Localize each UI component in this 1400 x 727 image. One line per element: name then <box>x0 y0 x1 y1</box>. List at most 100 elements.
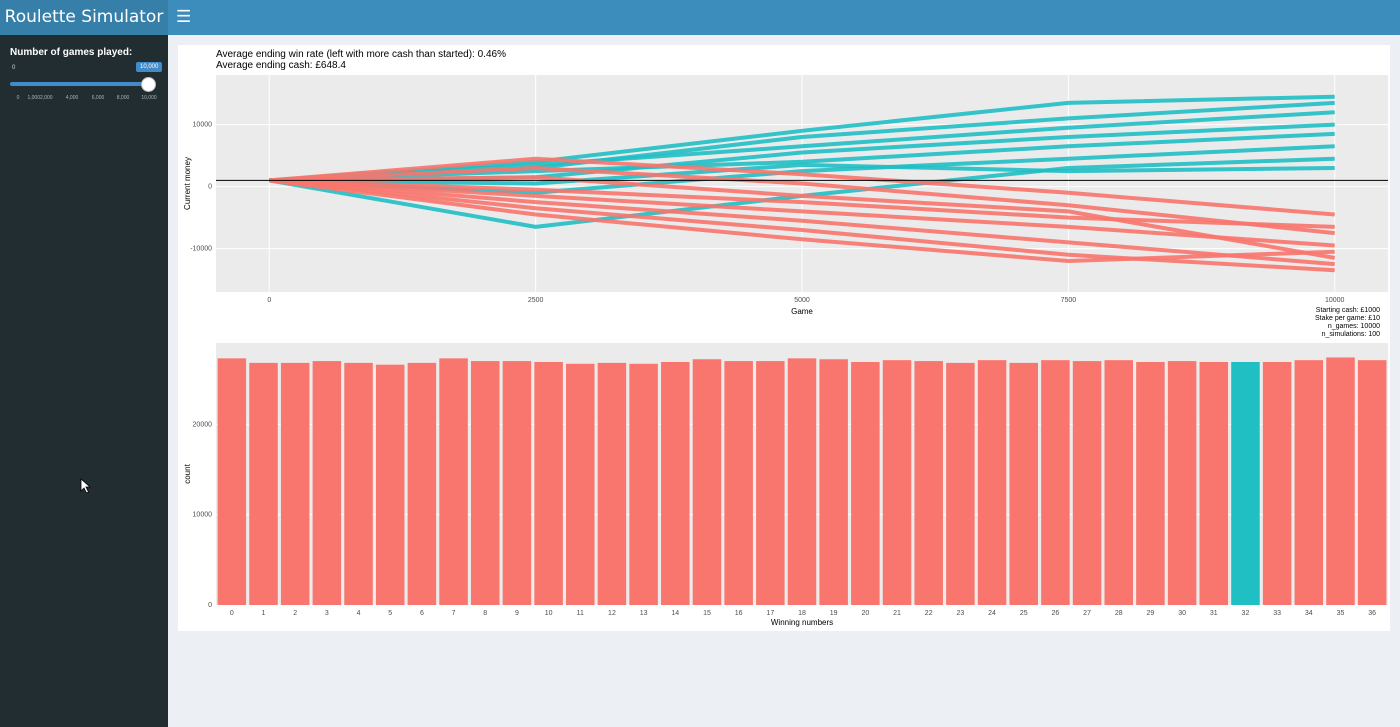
money-series-line <box>269 110 1335 183</box>
winning-number-bar <box>787 358 817 605</box>
money-line-chart: 0 2500 5000 7500 10000 -10000 0 10000 Game Curren… <box>183 75 1388 316</box>
winning-number-bar <box>1104 360 1134 605</box>
winning-number-bar <box>375 364 405 605</box>
winning-number-bar <box>1199 361 1229 605</box>
winning-number-bar <box>1326 357 1355 605</box>
winning-number-bar <box>280 362 310 605</box>
bar-x-tick-label: 26 <box>1052 610 1060 617</box>
bar-x-tick-label: 30 <box>1178 610 1186 617</box>
bar-x-tick-label: 32 <box>1242 610 1250 617</box>
bar-x-tick-label: 0 <box>230 610 234 617</box>
x-tick-label: 2500 <box>528 297 544 304</box>
money-series-line <box>269 162 1335 186</box>
winning-number-bar <box>1231 361 1260 605</box>
winning-number-bar <box>1262 361 1292 605</box>
bar-x-tick-label: 7 <box>452 610 456 617</box>
money-series-line <box>269 175 1336 260</box>
winning-number-bar <box>946 362 975 605</box>
bar-x-tick-label: 8 <box>483 610 487 617</box>
bar-x-tick-label: 21 <box>893 610 901 617</box>
winning-number-bar <box>1009 362 1038 605</box>
money-series-line <box>269 178 1335 273</box>
slider-tick: 8,000 <box>116 95 130 101</box>
bar-x-tick-label: 5 <box>388 610 392 617</box>
bar-x-tick-label: 22 <box>925 610 933 617</box>
bar-x-tick-label: 14 <box>671 610 679 617</box>
bar-y-tick-label: 10000 <box>193 512 213 519</box>
winning-number-bar <box>692 359 722 605</box>
bar-x-tick-label: 15 <box>703 610 711 617</box>
slider-tick: 0 <box>16 95 20 101</box>
slider-tick: 4,000 <box>65 95 79 101</box>
games-slider-track[interactable] <box>10 82 150 86</box>
winning-number-bar <box>566 363 595 605</box>
y-tick-label: 10000 <box>193 122 213 129</box>
games-slider-handle[interactable] <box>141 77 156 92</box>
bar-y-tick-label: 20000 <box>193 421 213 428</box>
slider-current-value: 10,000 <box>136 62 163 72</box>
bar-y-axis-title: count <box>183 463 192 483</box>
y-tick-label: -10000 <box>190 246 212 253</box>
plot-panel: Average ending win rate (left with more … <box>178 45 1390 631</box>
bar-x-tick-label: 23 <box>956 610 964 617</box>
money-series-line <box>269 131 1335 183</box>
bar-x-tick-label: 27 <box>1083 610 1091 617</box>
bar-x-tick-label: 13 <box>640 610 648 617</box>
stake-per-game: Stake per game: £10 <box>1315 315 1380 322</box>
winning-number-bar <box>1357 360 1387 605</box>
winning-number-bar <box>1136 361 1165 605</box>
n-games: n_games: 10000 <box>1327 323 1380 330</box>
sidebar: Number of games played: 0 10,000 0 1,000… <box>0 35 168 727</box>
bar-x-tick-label: 33 <box>1273 610 1281 617</box>
x-tick-label: 0 <box>267 297 271 304</box>
winning-number-bar <box>312 361 342 605</box>
y-tick-label: 0 <box>208 184 212 191</box>
winning-number-bar <box>1072 361 1102 605</box>
bar-x-tick-label: 35 <box>1337 610 1345 617</box>
x-tick-label: 7500 <box>1061 297 1077 304</box>
bar-x-tick-label: 4 <box>357 610 361 617</box>
bar-x-tick-label: 28 <box>1115 610 1123 617</box>
header-bar: Roulette Simulator ☰ <box>0 0 1400 35</box>
bar-x-tick-label: 36 <box>1368 610 1376 617</box>
money-series-line <box>269 156 1335 217</box>
x-tick-label: 5000 <box>794 297 810 304</box>
bar-x-tick-label: 20 <box>861 610 869 617</box>
bar-x-tick-label: 31 <box>1210 610 1218 617</box>
bar-x-tick-label: 16 <box>735 610 743 617</box>
money-series-line <box>269 178 1335 229</box>
bar-x-tick-label: 34 <box>1305 610 1313 617</box>
bar-x-tick-label: 6 <box>420 610 424 617</box>
n-simulations: n_simulations: 100 <box>1321 331 1380 338</box>
money-series-line <box>269 144 1335 195</box>
winning-number-bar <box>819 359 848 605</box>
winning-number-bar <box>756 361 785 605</box>
app-title: Roulette Simulator <box>0 0 168 35</box>
winning-number-bar <box>977 360 1007 605</box>
slider-ticks: 0 1,0002,000 4,000 6,000 8,000 10,000 <box>10 95 158 105</box>
slider-min-value: 0 <box>12 65 16 71</box>
winning-number-bar <box>882 360 912 605</box>
winning-number-bar <box>217 358 247 605</box>
winning-number-bar <box>470 361 500 605</box>
bar-y-tick-label: 0 <box>208 602 212 609</box>
slider-tick: 10,000 <box>141 95 157 101</box>
menu-toggle-icon[interactable]: ☰ <box>176 7 192 26</box>
winning-number-bar <box>914 361 943 605</box>
bar-x-tick-label: 17 <box>766 610 774 617</box>
winning-number-bar <box>661 361 690 605</box>
winning-number-bar <box>407 362 437 605</box>
x-tick-label: 10000 <box>1325 297 1345 304</box>
bar-x-tick-label: 9 <box>515 610 519 617</box>
bar-x-tick-label: 25 <box>1020 610 1028 617</box>
winning-number-bar <box>1167 361 1197 605</box>
winning-number-bar <box>534 361 563 605</box>
bar-x-axis-title: Winning numbers <box>771 618 833 627</box>
bar-x-tick-label: 10 <box>545 610 553 617</box>
winning-number-bar <box>851 361 880 605</box>
winning-number-bar <box>629 363 658 605</box>
bar-x-tick-label: 19 <box>830 610 838 617</box>
money-series-line <box>269 166 1335 236</box>
money-series-line <box>269 94 1335 183</box>
bar-x-tick-label: 2 <box>293 610 297 617</box>
